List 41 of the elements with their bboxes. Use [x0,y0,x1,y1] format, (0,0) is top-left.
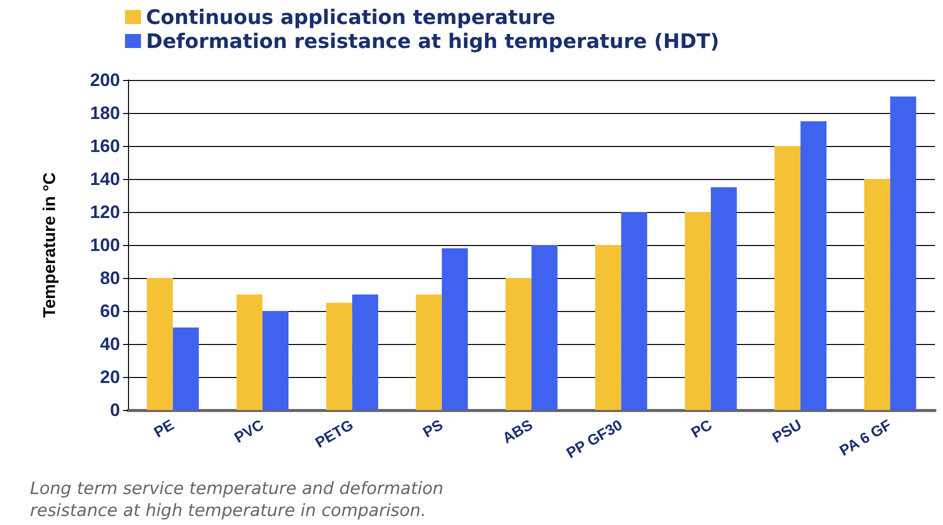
bar [442,248,468,410]
bar [326,302,352,410]
bar [506,278,532,410]
x-tick-label: PS [420,416,446,442]
bar [262,311,288,410]
x-tick-label: PE [151,416,178,442]
x-tick-label: PC [688,416,716,442]
bar [710,187,737,410]
y-tick-label: 100 [90,235,120,255]
y-tick-label: 20 [100,367,120,387]
bar [352,294,378,410]
bar [595,245,622,410]
y-tick-label: 160 [90,136,120,156]
x-tick-label: PVC [232,416,267,447]
bar [890,96,916,410]
bar [800,121,826,410]
y-tick-label: 200 [90,70,120,90]
bar [774,146,800,410]
x-tick-label: PA 6 GF [836,416,894,460]
y-tick-label: 80 [100,268,120,288]
bar [172,328,199,410]
y-tick-label: 180 [90,103,120,123]
bar [684,212,711,410]
bar [416,294,442,410]
text: Long term service temperature and deformation resistance at high temperature in comparison. [30,478,444,522]
y-tick-label: 40 [100,334,120,354]
y-tick-label: 60 [100,301,120,321]
legend-label: Deformation resistance at high temperature (HDT) [146,29,720,53]
bar [532,245,558,410]
y-axis-title: Temperature in °C [40,172,59,318]
bar [146,278,173,410]
bar [864,179,890,410]
legend-label: Continuous application temperature [146,5,556,29]
x-tick-label: PSU [770,416,805,447]
y-tick-label: 0 [110,400,120,420]
bar [236,294,262,410]
bar [621,212,648,410]
x-tick-label: PP GF30 [564,416,626,462]
x-tick-label: ABS [500,416,536,448]
y-tick-label: 140 [90,169,120,189]
y-tick-label: 120 [90,202,120,222]
